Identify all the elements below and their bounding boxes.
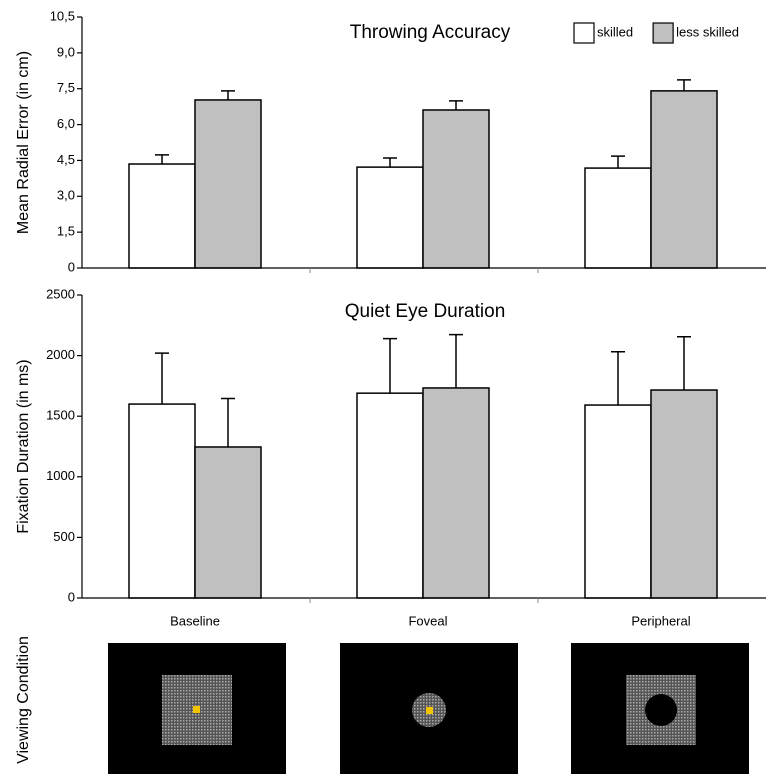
error-bar [221, 91, 235, 100]
chart-title: Quiet Eye Duration [345, 301, 506, 322]
y-tick-label: 0 [68, 589, 75, 604]
error-bar [449, 335, 463, 388]
x-tick-label: Foveal [408, 613, 447, 628]
y-tick-label: 4,5 [57, 152, 75, 167]
bar [129, 404, 195, 598]
bar [357, 167, 423, 268]
bar [423, 110, 489, 268]
error-bar [677, 80, 691, 91]
y-tick-label: 2000 [46, 347, 75, 362]
legend-label: less skilled [676, 24, 739, 39]
y-tick-label: 0 [68, 259, 75, 274]
bar [651, 390, 717, 598]
error-bar [155, 155, 169, 164]
y-tick-label: 1500 [46, 408, 75, 423]
y-tick-label: 7,5 [57, 80, 75, 95]
bar [423, 388, 489, 598]
bar [357, 393, 423, 598]
bar [651, 91, 717, 268]
y-tick-label: 6,0 [57, 116, 75, 131]
chart-title: Throwing Accuracy [350, 22, 511, 43]
mask [645, 694, 677, 726]
x-tick-label: Peripheral [631, 613, 690, 628]
condition-images [108, 643, 749, 774]
bar [195, 447, 261, 598]
y-tick-label: 500 [53, 529, 75, 544]
y-tick-label: 10,5 [50, 8, 75, 23]
error-bar [611, 352, 625, 405]
y-tick-label: 1000 [46, 468, 75, 483]
y-tick-label: 9,0 [57, 44, 75, 59]
error-bar [449, 101, 463, 110]
bar [585, 168, 651, 268]
viewing-condition-label: Viewing Condition [15, 636, 32, 764]
figure: Viewing Condition Throwing Accuracy Mean … [0, 0, 766, 774]
error-bar [611, 156, 625, 168]
fixation-dot [426, 707, 433, 714]
page: Viewing Condition Throwing Accuracy Mean … [0, 0, 766, 774]
y-tick-label: 1,5 [57, 224, 75, 239]
legend-swatch [574, 23, 594, 43]
y-axis-label: Mean Radial Error (in cm) [15, 51, 32, 234]
legend-swatch [653, 23, 673, 43]
y-axis-label: Fixation Duration (in ms) [15, 359, 32, 533]
error-bar [221, 399, 235, 447]
x-tick-label: Baseline [170, 613, 220, 628]
error-bar [677, 337, 691, 390]
y-tick-label: 2500 [46, 286, 75, 301]
legend-label: skilled [597, 24, 633, 39]
bar [129, 164, 195, 268]
fixation-dot [193, 706, 200, 713]
bar [195, 100, 261, 268]
error-bar [383, 339, 397, 394]
error-bar [383, 158, 397, 167]
y-tick-label: 3,0 [57, 188, 75, 203]
error-bar [155, 353, 169, 404]
bar [585, 405, 651, 598]
